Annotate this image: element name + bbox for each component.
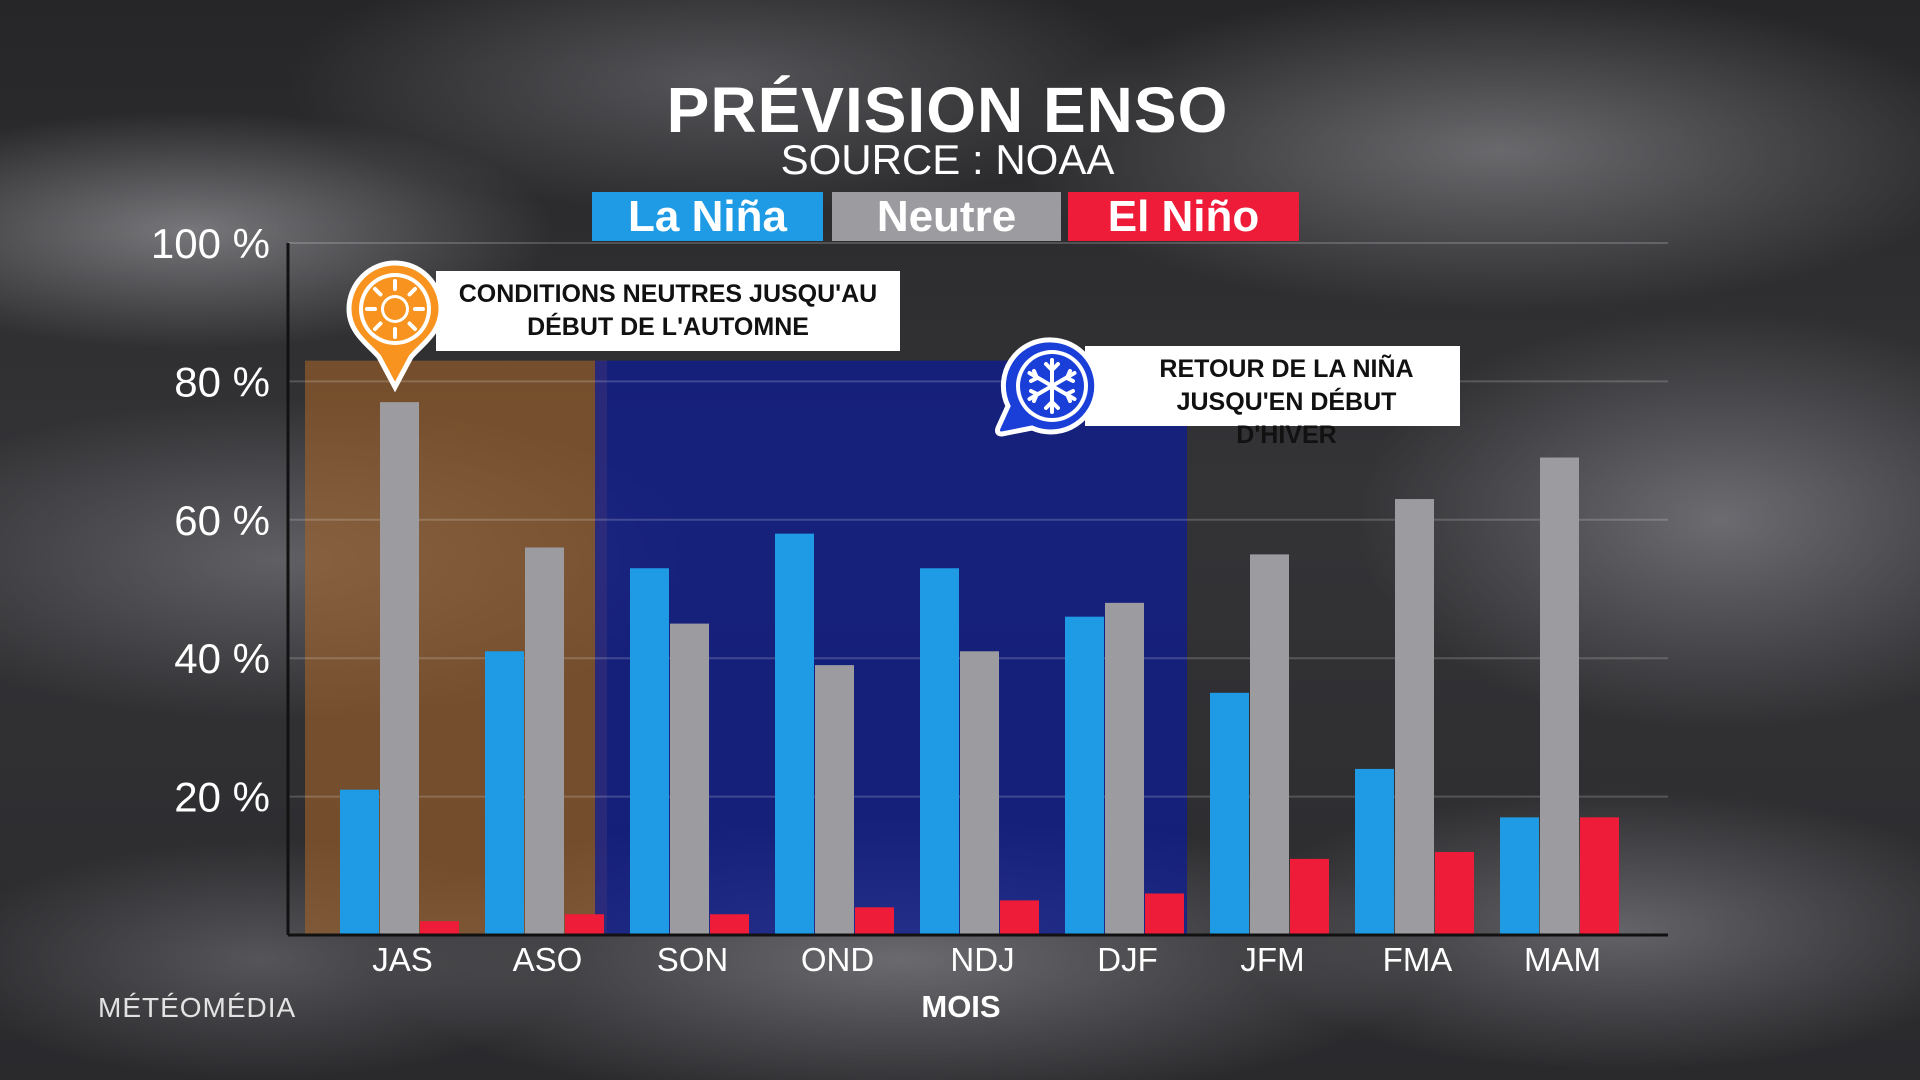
brand-logo: MÉTÉOMÉDIA <box>98 992 297 1023</box>
callout-neutral-line-1: CONDITIONS NEUTRES JUSQU'AU <box>458 280 878 308</box>
x-tick-label: NDJ <box>950 941 1014 978</box>
x-tick-label: ASO <box>513 941 583 978</box>
x-tick-label: MAM <box>1524 941 1601 978</box>
bar-ndj-la-nina <box>920 568 959 935</box>
bar-son-neutre <box>670 623 709 935</box>
bar-jas-el-nino <box>420 921 459 935</box>
bar-fma-el-nino <box>1435 851 1474 935</box>
bar-fma-la-nina <box>1355 768 1394 935</box>
bar-mam-el-nino <box>1580 817 1619 935</box>
callout-la-nina-return: RETOUR DE LA NIÑA JUSQU'EN DÉBUT D'HIVER <box>1085 346 1460 449</box>
x-tick-label: DJF <box>1097 941 1158 978</box>
callout-neutral-conditions: CONDITIONS NEUTRES JUSQU'AU DÉBUT DE L'A… <box>436 271 900 351</box>
bar-ndj-neutre <box>960 651 999 935</box>
bar-djf-el-nino <box>1145 893 1184 935</box>
x-tick-label: JFM <box>1240 941 1304 978</box>
bar-ndj-el-nino <box>1000 900 1039 935</box>
chart-title: PRÉVISION ENSO <box>666 74 1229 146</box>
callout-lanina-line-2: JUSQU'EN DÉBUT D'HIVER <box>1176 388 1397 449</box>
y-tick-label: 20 % <box>174 774 270 821</box>
bar-son-el-nino <box>710 914 749 935</box>
bar-jfm-neutre <box>1250 554 1289 935</box>
snowflake-icon <box>995 337 1100 437</box>
bar-djf-neutre <box>1105 602 1144 935</box>
bar-jas-neutre <box>380 402 419 935</box>
bar-mam-neutre <box>1540 457 1579 935</box>
bar-son-la-nina <box>630 568 669 935</box>
chart-subtitle: SOURCE : NOAA <box>780 136 1115 183</box>
bar-aso-neutre <box>525 547 564 935</box>
callout-lanina-line-1: RETOUR DE LA NIÑA <box>1159 355 1414 383</box>
bar-djf-la-nina <box>1065 616 1104 935</box>
bar-jfm-la-nina <box>1210 692 1249 935</box>
y-tick-label: 100 % <box>151 220 270 267</box>
y-tick-label: 80 % <box>174 358 270 405</box>
bar-ond-la-nina <box>775 533 814 935</box>
x-tick-label: FMA <box>1383 941 1453 978</box>
legend-item-la-nina: La Niña <box>592 192 823 241</box>
y-tick-label: 60 % <box>174 497 270 544</box>
bar-aso-la-nina <box>485 651 524 935</box>
bar-jfm-el-nino <box>1290 858 1329 935</box>
y-tick-label: 40 % <box>174 635 270 682</box>
bar-aso-el-nino <box>565 914 604 935</box>
sun-icon <box>346 260 444 393</box>
legend-item-el-nino: El Niño <box>1068 192 1299 241</box>
x-axis-label: MOIS <box>921 989 1000 1024</box>
x-tick-label: SON <box>657 941 729 978</box>
bar-fma-neutre <box>1395 499 1434 935</box>
bar-mam-la-nina <box>1500 817 1539 935</box>
bar-ond-neutre <box>815 665 854 935</box>
bar-ond-el-nino <box>855 907 894 935</box>
bar-jas-la-nina <box>340 789 379 935</box>
legend-item-neutre: Neutre <box>832 192 1061 241</box>
callout-neutral-line-2: DÉBUT DE L'AUTOMNE <box>527 313 809 341</box>
x-tick-label: OND <box>801 941 874 978</box>
x-tick-label: JAS <box>372 941 433 978</box>
